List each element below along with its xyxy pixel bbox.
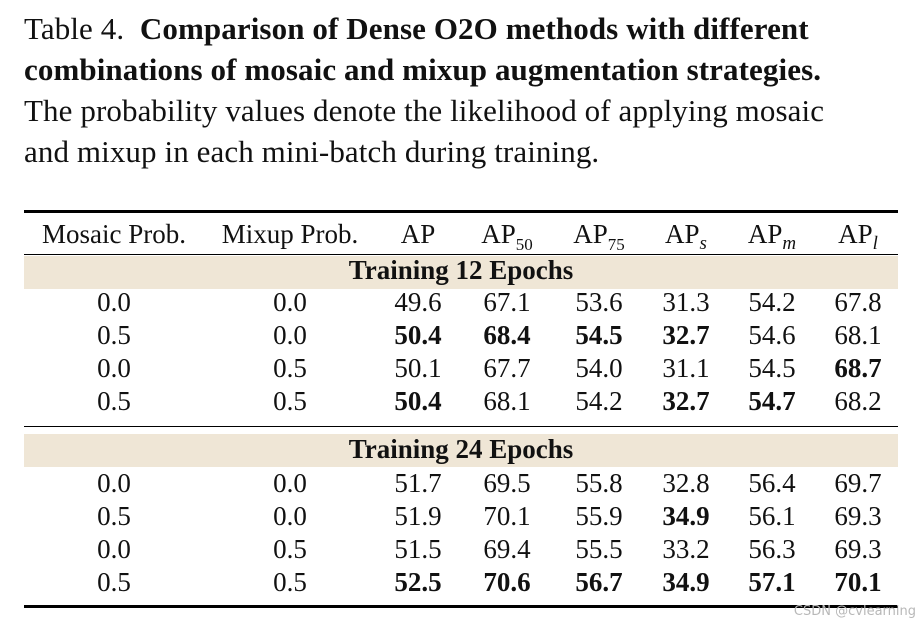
table-cell: 56.1 <box>748 501 796 531</box>
table-cell: 32.8 <box>662 468 710 498</box>
table-cell: 0.0 <box>97 353 131 383</box>
table-cell: 54.5 <box>748 353 796 383</box>
table-cell: 56.4 <box>748 468 796 498</box>
apm-base: AP <box>747 219 783 249</box>
caption-title-1: Comparison of Dense O2O methods with dif… <box>139 11 809 46</box>
table-cell: 69.5 <box>483 468 531 498</box>
caption-title-2: combinations of mosaic and mixup augment… <box>24 52 822 87</box>
table-cell: 50.4 <box>394 320 442 350</box>
col-header-apm: APm <box>730 218 814 254</box>
table-cell: 56.3 <box>748 534 796 564</box>
table-cell: 50.4 <box>394 386 442 416</box>
group-title-12: Training 12 Epochs <box>348 255 574 285</box>
table-cell: 34.9 <box>662 567 710 597</box>
table-cell: 68.1 <box>834 320 882 350</box>
table-cell: 31.3 <box>662 287 710 317</box>
group-band-12 <box>24 256 898 289</box>
table-cell: 0.5 <box>97 501 131 531</box>
table-cell: 0.5 <box>97 320 131 350</box>
table-cell: 67.8 <box>834 287 882 317</box>
col-header-mixup: Mixup Prob. <box>221 219 359 249</box>
caption-body-2: and mixup in each mini-batch during trai… <box>24 134 600 169</box>
table-cell: 69.3 <box>834 501 882 531</box>
table-cell: 50.1 <box>394 353 442 383</box>
mid-rule <box>24 426 898 428</box>
table-cell: 49.6 <box>394 287 442 317</box>
table-cell: 0.0 <box>273 287 307 317</box>
table-cell: 0.5 <box>273 353 307 383</box>
table-cell: 0.5 <box>97 567 131 597</box>
table-cell: 0.0 <box>273 501 307 531</box>
table-cell: 53.6 <box>575 287 623 317</box>
table-cell: 55.9 <box>575 501 623 531</box>
table-cell: 0.5 <box>273 534 307 564</box>
table-cell: 54.6 <box>748 320 796 350</box>
table-cell: 67.7 <box>483 353 531 383</box>
col-header-ap75: AP75 <box>558 218 640 254</box>
apl-base: AP <box>838 219 873 249</box>
table-cell: 31.1 <box>662 353 710 383</box>
table-cell: 70.6 <box>483 567 531 597</box>
caption-line-1: Table 4. Comparison of Dense O2O methods… <box>24 8 904 49</box>
table-cell: 0.0 <box>97 468 131 498</box>
table-cell: 70.1 <box>483 501 531 531</box>
table-cell: 51.7 <box>394 468 442 498</box>
apl-sub: l <box>872 233 878 254</box>
table-cell: 54.2 <box>575 386 623 416</box>
caption-body-1: The probability values denote the likeli… <box>24 93 825 128</box>
col-header-apl: APl <box>822 218 894 254</box>
table-cell: 68.2 <box>834 386 882 416</box>
table-cell: 55.5 <box>575 534 623 564</box>
top-rule <box>24 210 898 213</box>
table-cell: 0.0 <box>97 287 131 317</box>
table-cell: 70.1 <box>834 567 882 597</box>
table-cell: 0.5 <box>273 567 307 597</box>
table-cell: 0.5 <box>273 386 307 416</box>
group-title-24: Training 24 Epochs <box>348 434 574 464</box>
table-cell: 67.1 <box>483 287 531 317</box>
group-band-24 <box>24 434 898 467</box>
col-header-ap: AP <box>400 219 436 249</box>
table-cell: 0.0 <box>273 468 307 498</box>
table-cell: 54.0 <box>575 353 623 383</box>
table-cell: 54.2 <box>748 287 796 317</box>
ap75-base: AP <box>573 219 608 249</box>
table-cell: 51.9 <box>394 501 442 531</box>
table-caption: Table 4. Comparison of Dense O2O methods… <box>24 8 904 172</box>
ap50-base: AP <box>481 219 516 249</box>
table-cell: 34.9 <box>662 501 710 531</box>
watermark: CSDN @cvlearning <box>793 604 916 619</box>
table-cell: 32.7 <box>662 386 710 416</box>
header-rule <box>24 254 898 256</box>
table-cell: 68.7 <box>834 353 882 383</box>
aps-sub: s <box>699 233 707 254</box>
col-header-mosaic: Mosaic Prob. <box>42 219 186 249</box>
table-cell: 68.1 <box>483 386 531 416</box>
apm-sub: m <box>782 233 797 254</box>
col-header-ap50: AP50 <box>466 218 548 254</box>
table-cell: 51.5 <box>394 534 442 564</box>
table-cell: 69.4 <box>483 534 531 564</box>
table-cell: 0.5 <box>97 386 131 416</box>
table-cell: 69.7 <box>834 468 882 498</box>
table-cell: 0.0 <box>97 534 131 564</box>
ap75-sub: 75 <box>607 235 625 254</box>
table-cell: 52.5 <box>394 567 442 597</box>
table-cell: 33.2 <box>662 534 710 564</box>
bottom-rule <box>24 605 898 608</box>
table-cell: 69.3 <box>834 534 882 564</box>
table-cell: 68.4 <box>483 320 531 350</box>
col-header-aps: APs <box>650 218 722 254</box>
table-cell: 0.0 <box>273 320 307 350</box>
table-cell: 57.1 <box>748 567 796 597</box>
table-cell: 32.7 <box>662 320 710 350</box>
table-cell: 56.7 <box>575 567 623 597</box>
ap50-sub: 50 <box>515 235 533 254</box>
table-cell: 54.5 <box>575 320 623 350</box>
caption-label: Table 4. <box>24 11 125 46</box>
table-cell: 54.7 <box>748 386 796 416</box>
aps-base: AP <box>665 219 700 249</box>
table-cell: 55.8 <box>575 468 623 498</box>
